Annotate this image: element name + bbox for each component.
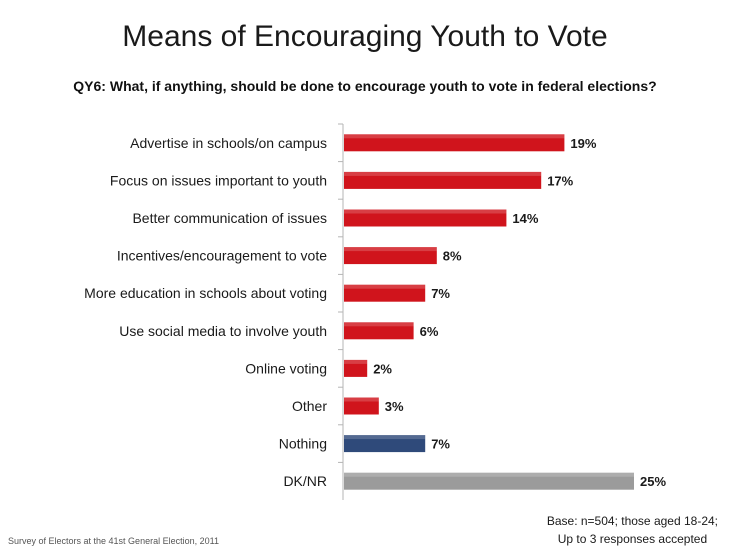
base-note-line2: Up to 3 responses accepted [557, 532, 708, 546]
category-label: Online voting [245, 360, 327, 376]
value-label: 14% [512, 211, 538, 226]
value-label: 25% [640, 474, 666, 489]
base-note: Base: n=504; those aged 18-24; Up to 3 r… [547, 512, 718, 548]
bar [344, 322, 414, 340]
bar-highlight [344, 435, 426, 440]
category-label: Nothing [279, 436, 327, 452]
bar-highlight [344, 134, 565, 139]
bar-highlight [344, 247, 437, 252]
bar-highlight [344, 209, 507, 214]
category-label: Better communication of issues [132, 210, 327, 226]
category-label: More education in schools about voting [84, 285, 327, 301]
category-label: Other [292, 398, 327, 414]
bar [344, 209, 507, 227]
category-label: Incentives/encouragement to vote [117, 248, 327, 264]
bar [344, 134, 565, 152]
bar [344, 247, 437, 265]
value-label: 17% [547, 173, 573, 188]
base-note-line1: Base: n=504; those aged 18-24; [546, 514, 718, 528]
value-label: 19% [570, 136, 596, 151]
value-label: 7% [431, 437, 450, 452]
category-label: DK/NR [283, 473, 327, 489]
bar-highlight [344, 322, 414, 327]
bar [344, 284, 426, 302]
bar-highlight [344, 472, 634, 477]
value-label: 2% [373, 361, 392, 376]
value-label: 7% [431, 286, 450, 301]
chart-subtitle: QY6: What, if anything, should be done t… [73, 78, 657, 94]
chart-title: Means of Encouraging Youth to Vote [122, 20, 608, 53]
bar [344, 171, 542, 189]
bar [344, 397, 379, 415]
bar-highlight [344, 171, 542, 176]
bar-highlight [344, 359, 368, 364]
category-label: Advertise in schools/on campus [130, 135, 327, 151]
category-label: Focus on issues important to youth [110, 172, 327, 188]
bar [344, 472, 634, 490]
bar-highlight [344, 284, 426, 289]
value-label: 8% [443, 249, 462, 264]
value-label: 3% [385, 399, 404, 414]
bar-highlight [344, 397, 379, 402]
bar [344, 435, 426, 453]
category-label: Use social media to involve youth [119, 323, 327, 339]
source-footnote: Survey of Electors at the 41st General E… [8, 536, 219, 546]
value-label: 6% [420, 324, 439, 339]
bar [344, 359, 368, 377]
